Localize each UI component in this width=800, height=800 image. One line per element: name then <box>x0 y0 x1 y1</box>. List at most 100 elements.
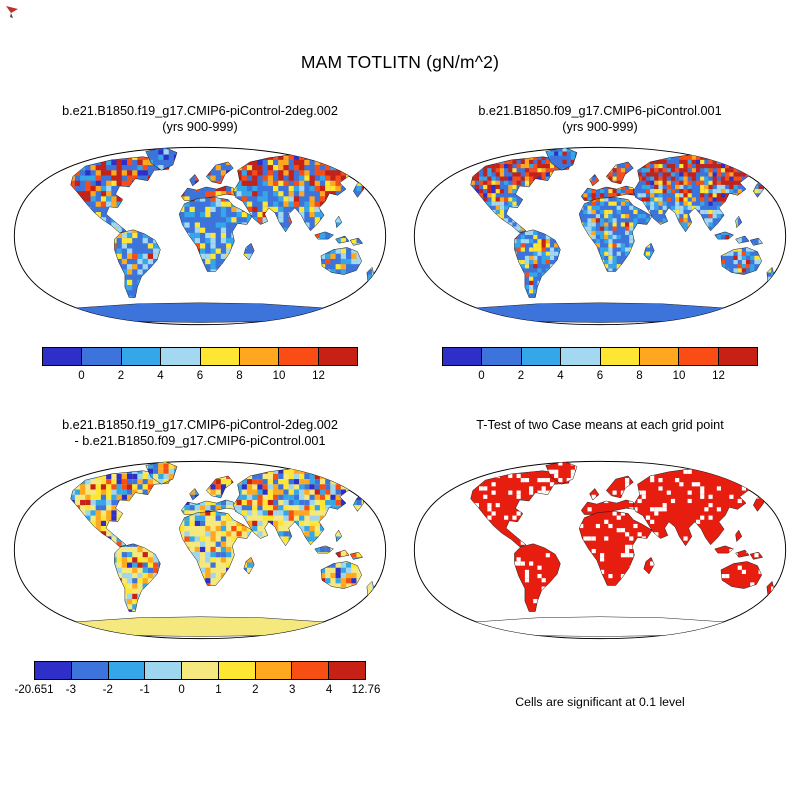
coastline-indonesia-west <box>314 545 334 554</box>
colorbar-box <box>443 348 482 365</box>
coastline-africa <box>578 511 653 586</box>
colorbar-tick-label: 10 <box>672 370 686 382</box>
coastline-madagascar <box>643 242 655 261</box>
panel-ttest-title: T-Test of two Case means at each grid po… <box>404 417 796 449</box>
colorbar-box <box>160 348 200 365</box>
colorbar-tick-label: 0 <box>78 370 85 382</box>
colorbar-box <box>43 348 82 365</box>
world-map-case2 <box>413 146 787 326</box>
colorbar-box <box>317 348 357 365</box>
colorbar-tick-label: 1 <box>215 684 222 696</box>
coastline-indonesia-west <box>314 231 334 240</box>
coastline-africa <box>178 511 253 586</box>
colorbar-box <box>35 662 71 679</box>
coastline-indonesia-west <box>714 545 734 554</box>
figure-title: MAM TOTLITN (gN/m^2) <box>300 52 500 72</box>
landmass-madagascar <box>643 557 655 574</box>
coastline-australia <box>720 561 762 589</box>
coastline-madagascar <box>243 556 255 575</box>
landmass-australia <box>320 561 362 589</box>
colorbar-tick-label: 6 <box>196 370 204 382</box>
coastline-africa <box>178 197 253 272</box>
colorbar-tick-label: 0 <box>178 684 185 696</box>
colorbar-tick-label: 4 <box>557 370 564 382</box>
panel-ttest: T-Test of two Case means at each grid po… <box>404 417 796 709</box>
colorbar-box <box>638 348 679 365</box>
colorbar-box <box>238 348 279 365</box>
world-map-difference <box>13 460 387 640</box>
panel-case2: b.e21.B1850.f09_g17.CMIP6-piControl.001 … <box>404 103 796 385</box>
panel-case1-title-line1: b.e21.B1850.f19_g17.CMIP6-piControl-2deg… <box>62 104 338 118</box>
coastline-australia <box>720 247 762 275</box>
coastline-australia <box>320 247 362 275</box>
colorbar-tick-label: -3 <box>65 684 76 696</box>
colorbar-box <box>254 662 292 679</box>
ttest-caption: Cells are significant at 0.1 level <box>515 695 685 709</box>
coastline-philippines <box>735 215 743 229</box>
colorbar-boxes <box>34 661 366 680</box>
panel-case2-title: b.e21.B1850.f09_g17.CMIP6-piControl.001 … <box>404 103 796 135</box>
coastline-greenland <box>545 147 578 171</box>
colorbar-box <box>560 348 600 365</box>
colorbar-tick-label: 2 <box>117 370 125 382</box>
colorbar-tick-label: 0 <box>478 370 485 382</box>
coastline-indonesia-west <box>714 231 734 240</box>
world-map-case1 <box>13 146 387 326</box>
colorbar-box <box>599 348 639 365</box>
colorbar-box <box>181 662 218 679</box>
colorbar-tick-label: 2 <box>252 684 259 696</box>
coastline-philippines <box>735 529 743 543</box>
coastline-uk <box>189 174 200 187</box>
colorbar-box <box>291 662 329 679</box>
colorbar-tick-label: 12 <box>712 370 725 382</box>
colorbar-boxes <box>42 347 358 366</box>
landmass-antarctica <box>474 302 726 323</box>
colorbar-box <box>107 662 145 679</box>
panel-case2-title-line1: b.e21.B1850.f09_g17.CMIP6-piControl.001 <box>478 104 722 118</box>
colorbar-box <box>678 348 718 365</box>
coastline-greenland <box>145 147 178 171</box>
colorbar-case1: 0 2 4 6 8 10 12 <box>42 347 358 385</box>
coastline-scandinavia <box>205 161 234 185</box>
colorbar-tick-label: 3 <box>289 684 296 696</box>
coastline-new-guinea <box>749 551 764 560</box>
panel-difference-title-line2: - b.e21.B1850.f09_g17.CMIP6-piControl.00… <box>74 434 326 448</box>
colorbar-box <box>217 662 255 679</box>
world-map-ttest <box>413 460 787 640</box>
coastline-africa <box>578 197 653 272</box>
coastline-indonesia-east <box>335 235 350 244</box>
coastline-south-america <box>114 543 161 612</box>
colorbar-difference: -20.651 -3 -2 -1 0 1 2 3 4 12.76 <box>14 661 380 699</box>
coastline-scandinavia <box>605 475 634 499</box>
colorbar-box <box>120 348 161 365</box>
coastline-greenland <box>545 461 578 485</box>
coastline-indonesia-east <box>735 549 750 558</box>
coastline-philippines <box>335 529 343 543</box>
corner-logo-mark <box>6 6 18 18</box>
panel-case1-title: b.e21.B1850.f19_g17.CMIP6-piControl-2deg… <box>4 103 396 135</box>
colorbar-box <box>328 662 366 679</box>
panel-ttest-title-line2 <box>404 433 796 449</box>
coastline-madagascar <box>643 556 655 575</box>
coastline-indonesia-east <box>735 235 750 244</box>
coastline-scandinavia <box>605 161 634 185</box>
coastline-new-guinea <box>349 237 364 246</box>
colorbar-boxes <box>442 347 758 366</box>
colorbar-box <box>481 348 521 365</box>
panel-difference-title: b.e21.B1850.f19_g17.CMIP6-piControl-2deg… <box>4 417 396 449</box>
colorbar-box <box>717 348 757 365</box>
coastline-new-guinea <box>349 551 364 560</box>
coastline-australia <box>320 561 362 589</box>
colorbar-tick-label: 12 <box>312 370 325 382</box>
coastline-scandinavia <box>205 475 234 499</box>
coastline-uk <box>189 488 200 501</box>
coastline-uk <box>589 174 600 187</box>
colorbar-box <box>199 348 239 365</box>
coastline-south-america <box>114 229 161 298</box>
landmass-australia <box>720 247 762 275</box>
colorbar-tick-label: 8 <box>636 370 643 382</box>
colorbar-tick-label: -2 <box>102 684 113 696</box>
landmass-asia <box>633 154 759 232</box>
landmass-antarctica <box>74 616 326 637</box>
